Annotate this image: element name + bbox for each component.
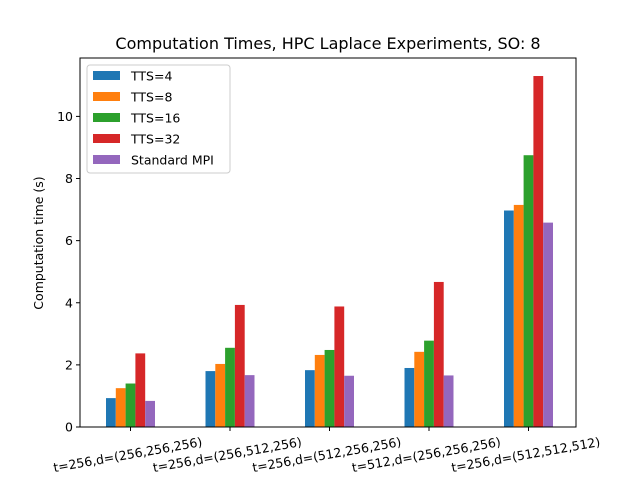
legend-label: TTS=8 [130,90,172,105]
bar-1-5 [504,210,514,427]
y-axis: 0 2 4 6 8 10 [57,109,80,435]
chart-title: Computation Times, HPC Laplace Experimen… [115,34,540,53]
y-tick-label: 6 [65,233,73,248]
bar-5-2 [244,375,255,427]
bar-1-4 [404,367,415,427]
legend-label: Standard MPI [131,153,214,168]
bar-4-4 [433,281,444,427]
plot-area [106,76,553,428]
bar-5-4 [443,375,454,427]
bar-2-1 [115,388,126,427]
y-tick-label: 0 [65,420,73,435]
bar-2-2 [215,363,226,427]
bar-5-1 [145,400,155,427]
y-tick-label: 2 [65,357,73,372]
bar-3-2 [225,347,235,427]
legend-label: TTS=4 [130,69,172,84]
legend-label: TTS=16 [130,111,180,126]
legend: TTS=4 TTS=8 TTS=16 TTS=32 Standard MPI [86,64,231,174]
bar-2-3 [314,354,325,427]
plot-frame [79,57,577,428]
bar-3-1 [125,383,136,427]
legend-swatch [93,92,120,101]
bar-4-5 [533,76,544,428]
y-tick-label: 4 [65,295,73,310]
bar-1-3 [305,370,315,427]
bar-4-3 [334,306,345,427]
y-tick-label: 10 [57,109,73,124]
legend-swatch [93,134,120,143]
bar-4-1 [135,353,146,427]
y-axis-label: Computation time (s) [31,176,46,309]
bar-3-5 [523,155,534,427]
bar-3-3 [324,349,335,427]
bar-1-1 [106,398,116,427]
bar-2-5 [513,204,524,427]
bar-3-4 [424,340,434,427]
bar-1-2 [205,371,216,427]
legend-box [86,64,231,174]
legend-swatch [93,71,120,80]
bar-5-3 [344,375,354,427]
bar-5-5 [543,222,553,427]
legend-label: TTS=32 [130,132,180,147]
y-tick-label: 8 [65,171,73,186]
legend-swatch [93,113,120,122]
bar-2-4 [414,351,425,427]
legend-swatch [93,155,120,164]
bar-4-2 [234,304,245,427]
